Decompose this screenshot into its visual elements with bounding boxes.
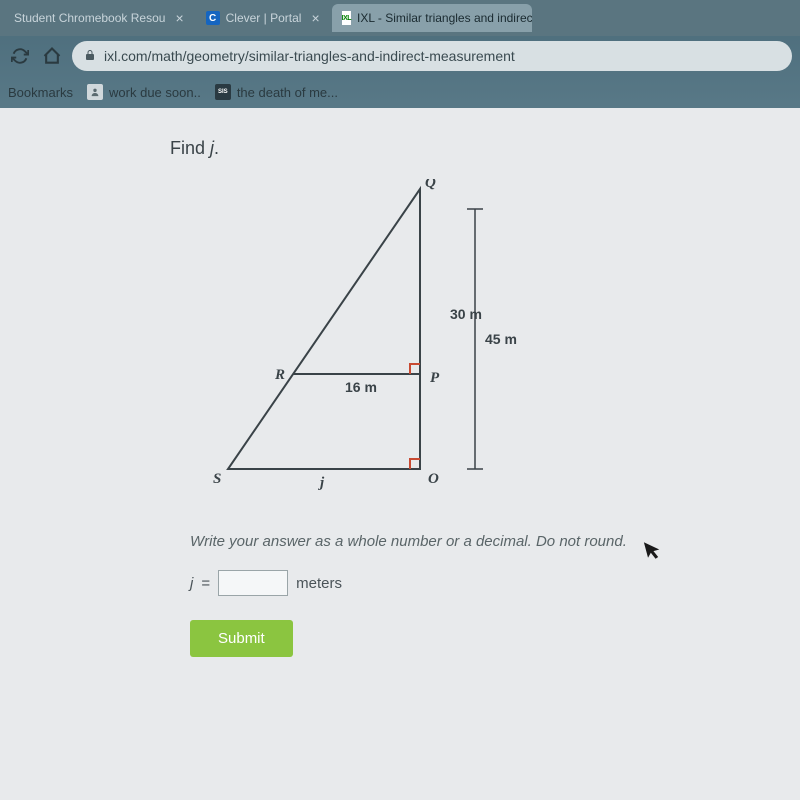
bookmark-label: the death of me... — [237, 85, 338, 100]
svg-text:S: S — [213, 471, 221, 487]
close-icon[interactable]: × — [175, 10, 183, 26]
answer-var: j — [190, 575, 193, 592]
bookmark-icon — [87, 84, 103, 100]
content-area: Find j. Q P R O S 16 m j 30 m45 m Write your an… — [0, 108, 800, 800]
triangle-diagram: Q P R O S 16 m j 30 m45 m — [190, 179, 550, 509]
svg-text:16 m: 16 m — [345, 379, 377, 395]
bookmark-label: work due soon.. — [109, 85, 201, 100]
tab-chromebook[interactable]: Student Chromebook Resou × — [4, 4, 194, 32]
svg-text:30 m: 30 m — [450, 306, 482, 322]
svg-text:O: O — [428, 471, 439, 487]
svg-text:Q: Q — [425, 179, 436, 191]
url-text: ixl.com/math/geometry/similar-triangles-… — [104, 48, 515, 64]
svg-text:P: P — [430, 370, 440, 386]
equals-sign: = — [201, 575, 210, 592]
tab-ixl[interactable]: IXL IXL - Similar triangles and indirec … — [332, 4, 532, 32]
bookmarks-bar: Bookmarks work due soon.. SIS the death … — [0, 76, 800, 108]
toolbar: ixl.com/math/geometry/similar-triangles-… — [0, 36, 800, 76]
close-icon[interactable]: × — [311, 10, 319, 26]
svg-text:R: R — [274, 367, 285, 383]
instruction-text: Write your answer as a whole number or a… — [190, 533, 800, 550]
url-bar[interactable]: ixl.com/math/geometry/similar-triangles-… — [72, 41, 792, 71]
home-button[interactable] — [40, 44, 64, 68]
tab-strip: Student Chromebook Resou × C Clever | Po… — [0, 0, 800, 36]
lock-icon — [84, 49, 96, 64]
bookmark-death-of-me[interactable]: SIS the death of me... — [215, 84, 338, 100]
answer-row: j = meters — [190, 570, 800, 596]
reload-button[interactable] — [8, 44, 32, 68]
answer-input[interactable] — [218, 570, 288, 596]
problem-prompt: Find j. — [170, 138, 800, 159]
bookmark-icon: SIS — [215, 84, 231, 100]
submit-button[interactable]: Submit — [190, 620, 293, 657]
bookmarks-label: Bookmarks — [8, 85, 73, 100]
tab-label: Student Chromebook Resou — [14, 11, 165, 25]
clever-icon: C — [206, 11, 220, 25]
bookmark-work-due[interactable]: work due soon.. — [87, 84, 201, 100]
tab-label: IXL - Similar triangles and indirec — [357, 11, 532, 25]
tab-clever[interactable]: C Clever | Portal × — [196, 4, 330, 32]
svg-text:45 m: 45 m — [485, 331, 517, 347]
ixl-icon: IXL — [342, 11, 351, 25]
answer-unit: meters — [296, 575, 342, 592]
svg-text:j: j — [318, 475, 325, 491]
tab-label: Clever | Portal — [226, 11, 302, 25]
